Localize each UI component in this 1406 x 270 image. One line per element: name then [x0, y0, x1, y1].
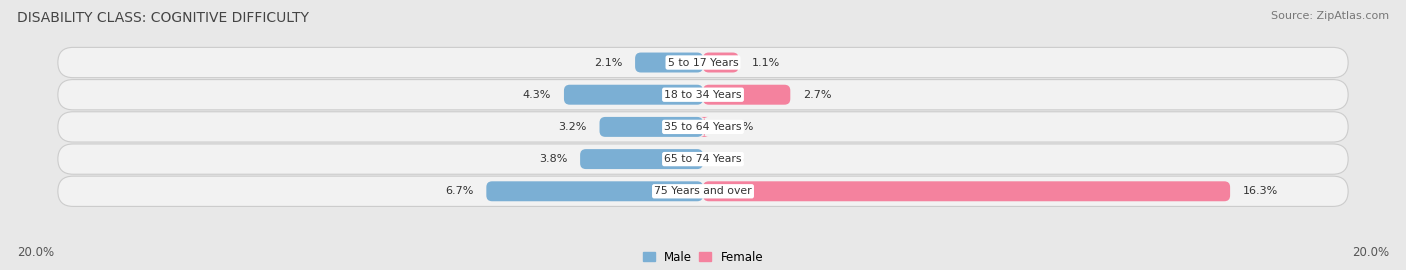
Text: 16.3%: 16.3% [1243, 186, 1278, 196]
FancyBboxPatch shape [58, 48, 1348, 78]
Text: 75 Years and over: 75 Years and over [654, 186, 752, 196]
FancyBboxPatch shape [58, 112, 1348, 142]
Text: DISABILITY CLASS: COGNITIVE DIFFICULTY: DISABILITY CLASS: COGNITIVE DIFFICULTY [17, 11, 309, 25]
Text: 0.0%: 0.0% [716, 154, 744, 164]
FancyBboxPatch shape [58, 144, 1348, 174]
Text: 3.2%: 3.2% [558, 122, 586, 132]
Text: 35 to 64 Years: 35 to 64 Years [664, 122, 742, 132]
FancyBboxPatch shape [703, 181, 1230, 201]
Text: 65 to 74 Years: 65 to 74 Years [664, 154, 742, 164]
FancyBboxPatch shape [58, 176, 1348, 206]
FancyBboxPatch shape [599, 117, 703, 137]
FancyBboxPatch shape [636, 53, 703, 72]
FancyBboxPatch shape [58, 80, 1348, 110]
Text: 0.08%: 0.08% [718, 122, 754, 132]
Text: 20.0%: 20.0% [17, 246, 53, 259]
Text: 18 to 34 Years: 18 to 34 Years [664, 90, 742, 100]
Legend: Male, Female: Male, Female [638, 246, 768, 268]
Text: 5 to 17 Years: 5 to 17 Years [668, 58, 738, 68]
Text: 20.0%: 20.0% [1353, 246, 1389, 259]
Text: 2.1%: 2.1% [593, 58, 621, 68]
Text: Source: ZipAtlas.com: Source: ZipAtlas.com [1271, 11, 1389, 21]
Text: 2.7%: 2.7% [803, 90, 832, 100]
FancyBboxPatch shape [581, 149, 703, 169]
Text: 1.1%: 1.1% [752, 58, 780, 68]
FancyBboxPatch shape [703, 85, 790, 105]
FancyBboxPatch shape [486, 181, 703, 201]
FancyBboxPatch shape [703, 53, 738, 72]
Text: 3.8%: 3.8% [538, 154, 567, 164]
Text: 4.3%: 4.3% [523, 90, 551, 100]
FancyBboxPatch shape [564, 85, 703, 105]
Text: 6.7%: 6.7% [446, 186, 474, 196]
FancyBboxPatch shape [700, 117, 709, 137]
